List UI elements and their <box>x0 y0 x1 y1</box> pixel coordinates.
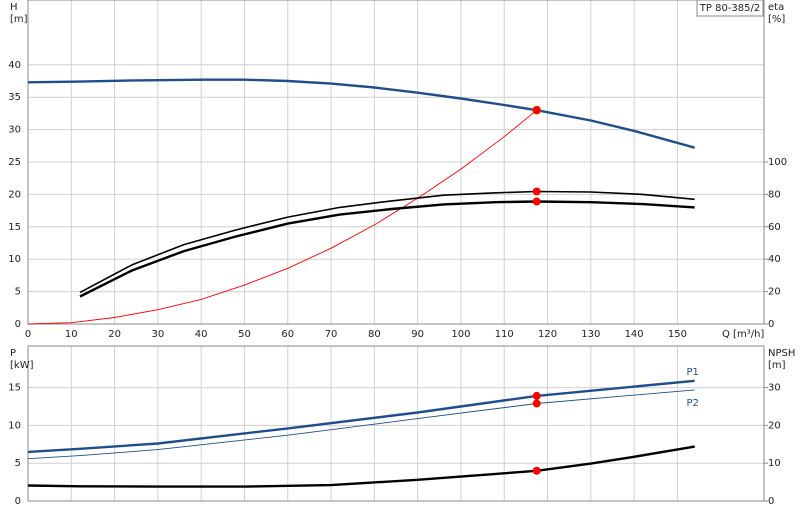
y-axis-title: H <box>10 2 18 13</box>
series-label: P2 <box>687 398 699 409</box>
y2-tick-label: 30 <box>768 383 781 394</box>
x-tick-label: 40 <box>195 329 208 340</box>
y2-tick-label: 20 <box>768 287 781 298</box>
x-tick-label: 30 <box>152 329 165 340</box>
y-tick-label: 35 <box>8 92 21 103</box>
curve <box>27 445 695 488</box>
x-tick-label: 70 <box>325 329 338 340</box>
plot-frame <box>27 0 765 325</box>
x-tick-label: 20 <box>108 329 121 340</box>
y-tick-label: 15 <box>8 383 21 394</box>
curve <box>27 109 537 325</box>
y-tick-label: 0 <box>15 496 21 507</box>
y2-axis-title: NPSH <box>768 348 795 359</box>
y-tick-label: 15 <box>8 222 21 233</box>
curve <box>79 200 695 298</box>
x-tick-label: 110 <box>495 329 514 340</box>
y-tick-label: 10 <box>8 420 21 431</box>
y-axis-title: P <box>10 348 16 359</box>
y2-axis-title: eta <box>768 2 784 13</box>
duty-point <box>532 399 541 408</box>
plot-frame <box>27 345 765 502</box>
x-tick-label: 90 <box>411 329 424 340</box>
series-label: P1 <box>687 367 699 378</box>
x-tick-label: 140 <box>625 329 644 340</box>
y-tick-label: 5 <box>15 458 21 469</box>
y-tick-label: 30 <box>8 125 21 136</box>
x-tick-label: 50 <box>238 329 251 340</box>
x-tick-label: 0 <box>25 329 31 340</box>
x-tick-label: 100 <box>451 329 470 340</box>
y2-tick-label: 100 <box>768 157 787 168</box>
y2-tick-label: 60 <box>768 222 781 233</box>
y-axis-unit: [m] <box>10 14 28 25</box>
x-axis-title: Q [m³/h] <box>722 329 764 340</box>
y-tick-label: 20 <box>8 189 21 200</box>
x-tick-label: 60 <box>281 329 294 340</box>
duty-point <box>532 391 541 400</box>
y-tick-label: 0 <box>15 319 21 330</box>
y2-tick-label: 0 <box>768 319 774 330</box>
duty-point <box>532 197 541 206</box>
y-tick-label: 25 <box>8 157 21 168</box>
pump-label: TP 80-385/2 <box>699 3 760 14</box>
y2-tick-label: 80 <box>768 189 781 200</box>
y2-tick-label: 20 <box>768 420 781 431</box>
x-tick-label: 150 <box>668 329 687 340</box>
y-tick-label: 40 <box>8 60 21 71</box>
x-tick-label: 10 <box>65 329 78 340</box>
x-tick-label: 120 <box>538 329 557 340</box>
y2-axis-unit: [%] <box>768 14 785 25</box>
y2-tick-label: 40 <box>768 254 781 265</box>
y2-axis-unit: [m] <box>768 360 786 371</box>
y-tick-label: 10 <box>8 254 21 265</box>
x-tick-label: 80 <box>368 329 381 340</box>
curve <box>27 78 696 149</box>
duty-point <box>532 106 541 115</box>
y2-tick-label: 0 <box>768 496 774 507</box>
y-tick-label: 5 <box>15 287 21 298</box>
duty-point <box>532 187 541 196</box>
y2-tick-label: 10 <box>768 458 781 469</box>
x-tick-label: 130 <box>581 329 600 340</box>
pump-label-box <box>696 0 764 17</box>
y-axis-unit: [kW] <box>10 360 34 371</box>
curve <box>79 190 695 294</box>
duty-point <box>532 466 541 475</box>
